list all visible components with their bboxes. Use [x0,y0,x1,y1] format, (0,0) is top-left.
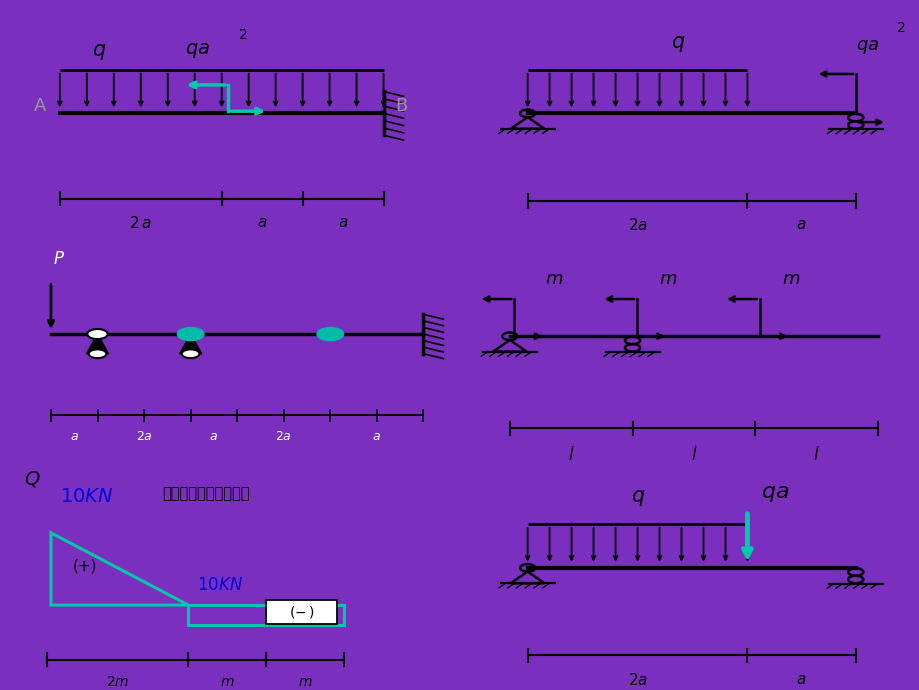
Text: $qa$: $qa$ [760,484,789,504]
Text: $a$: $a$ [337,215,348,230]
Circle shape [177,328,204,341]
Text: $2a$: $2a$ [627,217,647,233]
Text: $a$: $a$ [796,217,806,233]
Text: A: A [34,97,46,115]
Text: $l$: $l$ [567,446,573,464]
Text: $P$: $P$ [53,250,65,268]
Circle shape [88,349,107,358]
Text: $m$: $m$ [544,270,562,288]
Text: $a$: $a$ [256,215,267,230]
Circle shape [182,349,199,358]
Text: $2a$: $2a$ [135,431,153,444]
Text: $a$: $a$ [796,672,806,687]
Text: $l$: $l$ [690,446,697,464]
Polygon shape [86,334,108,354]
FancyBboxPatch shape [266,600,336,624]
Text: $m$: $m$ [781,270,799,288]
Text: 2: 2 [239,28,248,42]
Text: $qa$: $qa$ [185,41,210,60]
Text: $a$: $a$ [372,431,380,444]
Circle shape [180,329,200,339]
Text: $2a$: $2a$ [627,672,647,688]
Text: B: B [395,97,407,115]
Text: $q$: $q$ [670,34,685,54]
Text: 2: 2 [896,21,904,35]
Text: $(-\,)$: $(-\,)$ [289,604,314,620]
Text: $m$: $m$ [658,270,676,288]
Text: $qa$: $qa$ [855,38,878,56]
Text: $q$: $q$ [93,43,107,63]
Text: $l$: $l$ [812,446,819,464]
Text: $a$: $a$ [210,431,218,444]
Text: $m$: $m$ [220,675,234,689]
Text: (+): (+) [73,558,97,573]
Text: $\mathit{10KN}$: $\mathit{10KN}$ [197,575,243,594]
Text: $2\,a$: $2\,a$ [130,215,152,231]
Text: $q$: $q$ [630,488,645,508]
Text: $2a$: $2a$ [275,431,292,444]
Text: 绘梁所受荷载及弯矩图: 绘梁所受荷载及弯矩图 [163,486,250,501]
Circle shape [87,329,108,339]
Text: $m$: $m$ [297,675,312,689]
Circle shape [317,328,344,341]
Text: $2m$: $2m$ [106,675,129,689]
Polygon shape [179,334,201,354]
Text: $a$: $a$ [70,431,78,444]
Text: $\mathit{10KN}$: $\mathit{10KN}$ [60,487,113,506]
Text: $Q$: $Q$ [24,469,40,489]
